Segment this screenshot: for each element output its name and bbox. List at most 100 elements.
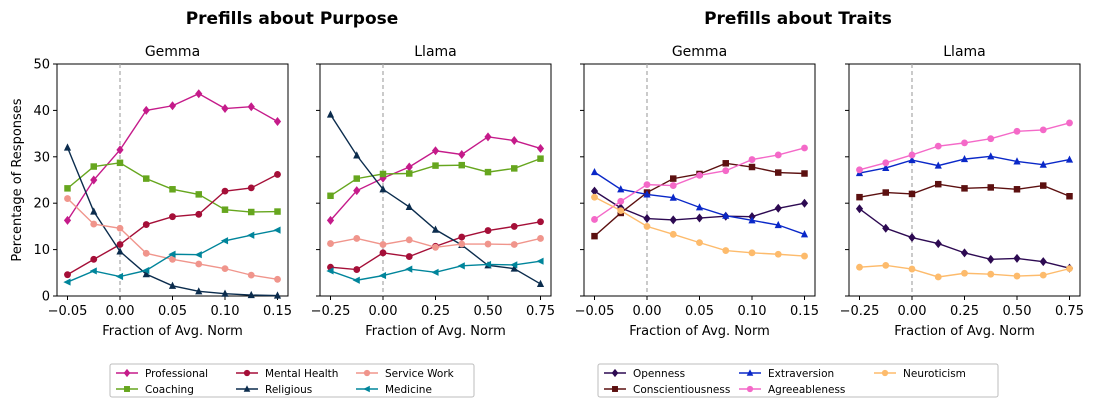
y-tick-label: 0 [42, 290, 50, 305]
data-point-agreeableness [1013, 127, 1021, 135]
legend-marker-mental-health [243, 369, 251, 377]
series-coaching [327, 155, 544, 200]
x-tick-label: 0.05 [158, 304, 187, 319]
data-point-extraversion [882, 163, 890, 171]
x-tick-label: −0.25 [840, 304, 880, 319]
series-coaching [64, 159, 281, 216]
data-point-mental-health [379, 249, 387, 257]
legend-label: Agreeableness [768, 384, 845, 396]
data-point-service-work [537, 235, 544, 242]
data-point-coaching [458, 161, 465, 169]
data-point-coaching [432, 162, 439, 169]
x-axis-label: Fraction of Avg. Norm [102, 324, 243, 339]
data-point-service-work [64, 195, 71, 202]
y-axis-label: Percentage of Responses [10, 98, 25, 261]
y-tick-label: 30 [33, 150, 50, 165]
data-point-professional [353, 186, 361, 196]
data-point-professional [458, 149, 466, 159]
data-point-professional [510, 136, 518, 146]
legend-label: Neuroticism [903, 368, 966, 380]
data-point-agreeableness [748, 156, 756, 164]
data-point-conscientiousness [1013, 186, 1021, 193]
data-point-extraversion [1013, 157, 1021, 165]
series-professional [326, 132, 545, 225]
data-point-professional [90, 175, 98, 185]
data-point-medicine [483, 260, 492, 269]
data-point-openness [774, 203, 782, 213]
legend-marker-professional [123, 368, 131, 378]
x-tick-label: 0.15 [263, 304, 292, 319]
data-point-conscientiousness [987, 184, 994, 191]
data-point-coaching [90, 163, 97, 170]
data-point-neuroticism [669, 230, 677, 238]
data-point-agreeableness [987, 135, 995, 143]
data-point-religious [431, 225, 440, 233]
data-point-medicine [431, 268, 439, 276]
data-point-neuroticism [774, 250, 782, 258]
legend-entry-conscientiousness: Conscientiousness [604, 384, 730, 396]
data-point-neuroticism [1013, 272, 1021, 280]
data-point-openness [1013, 253, 1021, 263]
data-point-openness [590, 186, 599, 196]
data-point-extraversion [934, 161, 942, 169]
panel-title: Gemma [672, 44, 727, 60]
group-title-traits: Prefills about Traits [704, 9, 892, 29]
data-point-mental-health [169, 213, 176, 221]
x-tick-label: 0.10 [738, 304, 767, 319]
data-point-medicine [63, 278, 71, 286]
data-point-professional [405, 162, 413, 172]
legend-entry-medicine: Medicine [356, 384, 432, 396]
data-point-agreeableness [1039, 126, 1047, 134]
data-point-coaching [143, 175, 150, 182]
data-point-neuroticism [748, 249, 756, 257]
series-professional [63, 89, 282, 225]
data-point-extraversion [1065, 155, 1074, 163]
data-point-coaching [379, 170, 387, 178]
data-point-neuroticism [722, 247, 730, 254]
data-point-conscientiousness [775, 169, 782, 176]
data-point-neuroticism [1066, 265, 1073, 273]
data-point-professional [63, 215, 72, 225]
series-line-professional [66, 92, 278, 221]
x-tick-label: 0.50 [1003, 304, 1032, 319]
data-point-neuroticism [856, 263, 863, 271]
legend-marker-coaching [124, 386, 130, 392]
data-point-medicine [536, 257, 544, 265]
x-tick-label: −0.05 [575, 304, 615, 319]
data-point-extraversion [987, 152, 995, 160]
data-point-extraversion [669, 193, 677, 201]
data-point-conscientiousness [591, 232, 598, 240]
data-point-openness [934, 239, 942, 249]
data-point-neuroticism [643, 222, 651, 230]
data-point-coaching [353, 175, 360, 182]
series-neuroticism [856, 261, 1073, 281]
data-point-extraversion [748, 216, 756, 224]
data-point-medicine [89, 267, 97, 275]
data-point-mental-health [90, 255, 98, 263]
legend-marker-openness [611, 368, 619, 378]
legend-entry-mental-health: Mental Health [236, 368, 338, 380]
data-point-agreeableness [801, 144, 808, 152]
data-point-religious [195, 287, 203, 295]
data-point-service-work [169, 255, 176, 263]
data-point-religious [353, 151, 361, 159]
data-point-extraversion [722, 211, 730, 219]
legend-frame [597, 363, 999, 398]
data-point-medicine [378, 271, 387, 280]
data-point-openness [960, 248, 969, 258]
series-line-agreeableness [859, 122, 1070, 171]
series-extraversion [855, 152, 1074, 177]
data-point-extraversion [1039, 160, 1047, 168]
data-point-agreeableness [643, 181, 651, 189]
x-tick-label: 0.00 [106, 304, 135, 319]
legend-marker-neuroticism [881, 369, 889, 377]
data-point-service-work [432, 243, 439, 251]
data-point-coaching [248, 208, 255, 216]
panel-title: Llama [943, 44, 986, 60]
panel-prefills-about-purpose-llama: Llama −0.25 0.00 0.25 0.50 0.75 Fraction of Av… [311, 44, 555, 339]
x-tick-label: 0.75 [526, 304, 555, 319]
data-point-religious [379, 185, 387, 193]
data-point-agreeableness [617, 197, 625, 205]
series-medicine [326, 257, 544, 284]
x-tick-label: −0.25 [311, 304, 351, 319]
